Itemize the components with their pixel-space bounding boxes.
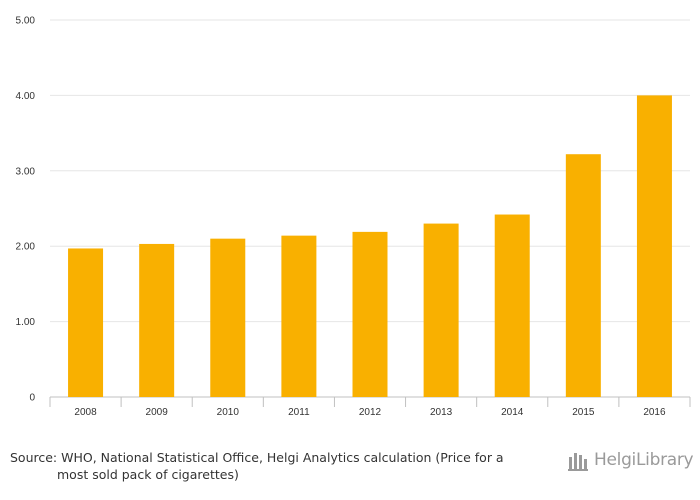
x-tick-label: 2010	[217, 407, 240, 418]
x-tick-label: 2015	[572, 407, 595, 418]
y-tick-label: 5.00	[16, 16, 36, 27]
bar-2016	[636, 95, 672, 398]
helgi-library-logo[interactable]: HelgiLibrary	[567, 447, 694, 473]
bar-2011	[281, 235, 317, 397]
bar-chart: 0 1.00 2.00 3.00 4.00 5.00 2008 2009 2010 2011 201…	[16, 16, 691, 418]
y-tick-label: 0	[29, 393, 35, 404]
bar-2013	[423, 223, 459, 397]
x-tick-label: 2011	[288, 407, 310, 418]
x-tick-label: 2008	[74, 407, 97, 418]
bar-2009	[139, 243, 175, 397]
library-building-icon	[568, 453, 588, 471]
bar-2008	[68, 248, 104, 397]
x-tick-label: 2016	[643, 407, 666, 418]
bar-2015	[565, 154, 601, 397]
source-note: Source: WHO, National Statistical Office…	[10, 449, 530, 483]
bar-2010	[210, 238, 246, 397]
y-tick-label: 1.00	[16, 317, 36, 328]
source-line-2: most sold pack of cigarettes)	[57, 467, 239, 482]
logo-text: HelgiLibrary	[594, 450, 694, 470]
source-line-1: Source: WHO, National Statistical Office…	[10, 450, 504, 465]
x-tick-label: 2009	[146, 407, 169, 418]
x-tick-label: 2012	[359, 407, 382, 418]
y-tick-label: 3.00	[16, 166, 36, 177]
y-tick-label: 4.00	[16, 91, 36, 102]
y-tick-label: 2.00	[16, 242, 36, 253]
x-tick-label: 2014	[501, 407, 524, 418]
x-tick-label: 2013	[430, 407, 453, 418]
bar-2014	[494, 214, 530, 397]
bar-2012	[352, 231, 388, 397]
